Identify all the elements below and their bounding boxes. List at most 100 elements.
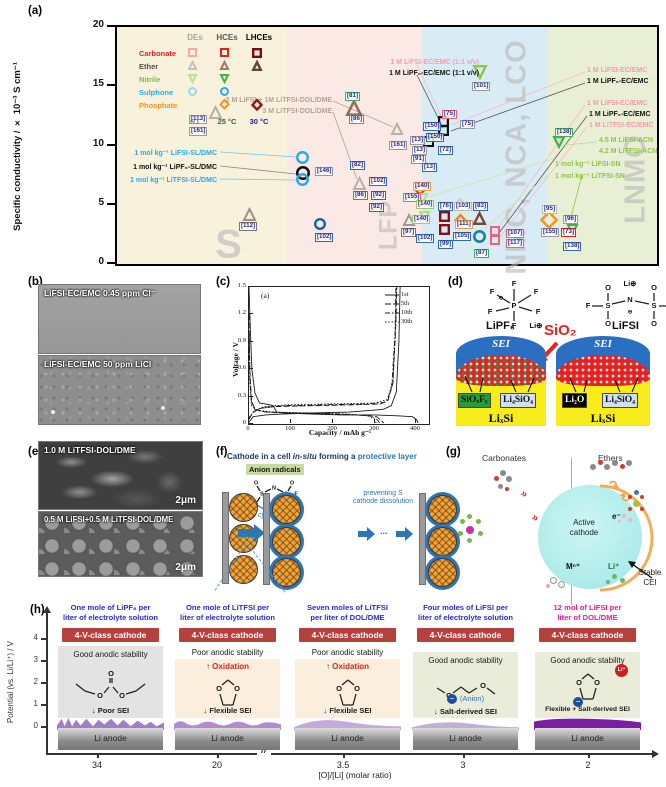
y-tick-mark: [249, 341, 253, 342]
li4sio4-box: Li₄SiO₄: [500, 393, 536, 408]
ellipsis: ...: [380, 526, 388, 536]
annotation: 4.5 M LiFSI-ACN: [599, 137, 654, 144]
panel-c-x-axis-title: Capacity / mAh g⁻¹: [308, 428, 372, 437]
cathode-particle-coated: [428, 558, 457, 587]
h-x-tick-mark: [97, 753, 99, 758]
cathode-particle-coated: [428, 495, 457, 524]
h-sei-note: ↓ Flexible SEI: [203, 706, 252, 715]
sem-image-label: LiFSI-EC/EMC 0.45 ppm Cl⁻: [44, 288, 156, 298]
reaction-layer: [456, 355, 546, 386]
annotation: 3 M LiTFSI-DOL/DME: [262, 108, 332, 115]
svg-text:F: F: [512, 321, 517, 330]
watermark: S: [215, 222, 243, 267]
molecule-atom: [620, 464, 625, 469]
panel-g-label: (g): [446, 446, 461, 458]
h-cathode-banner: 4-V-class cathode: [539, 628, 636, 642]
molecule-atom: [640, 507, 644, 511]
panel-f-label: (f): [216, 446, 228, 458]
li4sio4-box: Li₄SiO₄: [602, 393, 638, 408]
legend-marker: [251, 59, 263, 71]
legend-entry: 5th: [385, 300, 410, 307]
h-stability-text: Poor anodic stability: [311, 648, 384, 657]
h-li-ion-badge: Li⁺: [615, 664, 628, 677]
h-x-axis-title: [O]/[Li] (molar ratio): [318, 770, 392, 780]
molecule-atom: [558, 581, 565, 588]
svg-text:O: O: [651, 319, 657, 328]
y-tick-label: 15: [92, 78, 104, 89]
legend-marker: [219, 59, 230, 70]
h-x-axis-arrow: [652, 750, 659, 758]
y-tick-label: 0: [98, 256, 104, 267]
ref-label: [13]: [410, 136, 426, 145]
ref-label: [102]: [315, 233, 334, 242]
h-y-tick-mark: [41, 726, 46, 728]
ref-label: [76]: [438, 202, 454, 211]
svg-text:F: F: [488, 307, 493, 316]
data-point-marker: [438, 224, 450, 236]
annotation: 1 mol kg⁻¹ LiTFSI-SN: [555, 173, 625, 180]
ref-label: [146]: [315, 167, 334, 176]
y-tick-mark: [249, 313, 253, 314]
h-y-tick-label: 0: [33, 721, 38, 730]
molecule-atom: [640, 495, 644, 499]
molecule-atom: [612, 574, 617, 579]
electron-label: e⁻: [612, 512, 621, 521]
molecule-atom: [634, 490, 639, 495]
h-content-box: [58, 646, 163, 718]
svg-text:O: O: [605, 283, 611, 292]
svg-text:F: F: [534, 287, 539, 296]
molecule-atom: [626, 460, 632, 466]
h-content-box: [175, 659, 280, 718]
h-molecule-dec: O O O: [75, 669, 145, 700]
cycle-arrow-head: [254, 524, 265, 542]
h-x-tick-label: 3: [460, 760, 466, 770]
cathode-particle-coated: [428, 527, 457, 556]
molecule-atom: [458, 531, 463, 536]
scale-bar-label: 2μm: [175, 495, 196, 506]
small-arrow: [396, 531, 405, 537]
ref-label: [99]: [438, 240, 454, 249]
data-point-marker: [402, 212, 416, 227]
x-tick-label: 300: [369, 425, 379, 432]
svg-text:F: F: [536, 307, 541, 316]
molecule-atom: [467, 514, 472, 519]
ref-label: [117]: [506, 239, 525, 248]
scale-bar-label: 2μm: [175, 562, 196, 573]
region-lnmo: [547, 27, 657, 264]
diagram-arrows: [464, 375, 535, 393]
ref-label: [101]: [472, 82, 491, 91]
ref-label: [155]: [541, 228, 560, 237]
panel-f-title: Cathode in a cell in-situ forming a prot…: [227, 452, 417, 461]
ref-label: [91]: [411, 155, 427, 164]
y-tick-label: 10: [92, 138, 104, 149]
annotation: 1 mol kg⁻¹ LiTFSI-SL/DMC: [130, 177, 217, 184]
h-sei-note: ↓ Poor SEI: [91, 706, 130, 715]
h-li-anode-label: Li anode: [94, 733, 127, 743]
ref-label: [138]: [563, 242, 582, 251]
panel-c-plot: (a) 1st 5th 10th 30th: [248, 286, 430, 425]
h-x-tick-mark: [463, 753, 465, 758]
data-point-marker: [313, 217, 327, 230]
molecule-atom: [622, 514, 626, 518]
sem-image-label: 1.0 M LiTFSI-DOL/DME: [44, 445, 136, 455]
h-oxidation-text: ↑ Oxidation: [325, 662, 370, 671]
annotation: 1 mol kg⁻¹ LiFSI-SL/DMC: [134, 150, 217, 157]
h-stability-text: Good anodic stability: [73, 650, 148, 659]
h-column-header: One mole of LiTFSI per liter of electroly…: [180, 603, 275, 622]
h-cathode-banner: 4-V-class cathode: [62, 628, 159, 642]
svg-text:O: O: [234, 684, 240, 693]
h-x-tick-label: 20: [211, 760, 222, 770]
svg-text:O: O: [254, 480, 259, 486]
legend-entry: 30th: [385, 318, 413, 325]
li-ion-label: Li⁺: [608, 562, 620, 571]
ref-label: [102]: [369, 177, 388, 186]
legend-col-header: DEs: [187, 33, 203, 42]
svg-text:N: N: [272, 485, 276, 491]
lipf6-name: LiPF₆: [486, 320, 515, 332]
ref-label: [13]: [412, 146, 428, 155]
x-tick-mark: [374, 419, 375, 423]
small-arrow-head: [367, 527, 375, 541]
molecule-atom: [467, 538, 472, 543]
